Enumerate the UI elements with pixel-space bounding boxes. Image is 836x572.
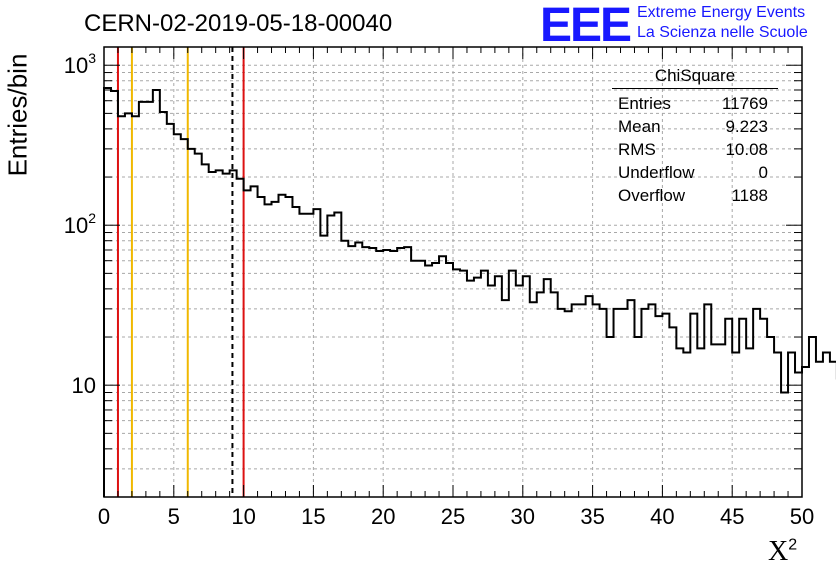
stats-row-overflow: Overflow 1188: [618, 186, 768, 205]
y-axis-label: Entries/bin: [2, 53, 33, 177]
histogram-series: [103, 87, 836, 497]
y-tick-label: 102: [64, 210, 96, 238]
x-tick-label: 15: [301, 504, 325, 529]
x-tick-label: 0: [98, 504, 110, 529]
stats-row-underflow: Underflow 0: [618, 163, 768, 182]
stats-row-rms: RMS 10.08: [618, 140, 768, 159]
stats-box: ChiSquare Entries 11769 Mean 9.223 RMS 10.0…: [612, 66, 778, 207]
x-tick-label: 45: [720, 504, 744, 529]
x-tick-label: 20: [371, 504, 395, 529]
logo-line-1: Extreme Energy Events: [637, 4, 806, 21]
chart-title: CERN-02-2019-05-18-00040: [84, 10, 393, 37]
stats-row-mean: Mean 9.223: [618, 117, 768, 136]
x-tick-label: 10: [231, 504, 255, 529]
x-tick-label: 40: [650, 504, 674, 529]
grid: [104, 47, 802, 497]
x-ticks: [103, 47, 803, 497]
stats-title: ChiSquare: [612, 66, 778, 89]
y-tick-label: 103: [64, 50, 96, 78]
x-tick-label: 50: [790, 504, 814, 529]
stats-row-entries: Entries 11769: [618, 94, 768, 113]
eee-logo: EEE: [540, 0, 632, 52]
logo-line-2: La Scienza nelle Scuole: [637, 24, 808, 41]
x-tick-label: 5: [168, 504, 180, 529]
y-ticks: [104, 64, 802, 498]
x-axis-label: X2: [768, 536, 798, 567]
x-tick-label: 30: [511, 504, 535, 529]
y-tick-label: 10: [72, 373, 96, 398]
x-tick-label: 25: [441, 504, 465, 529]
x-tick-label: 35: [580, 504, 604, 529]
